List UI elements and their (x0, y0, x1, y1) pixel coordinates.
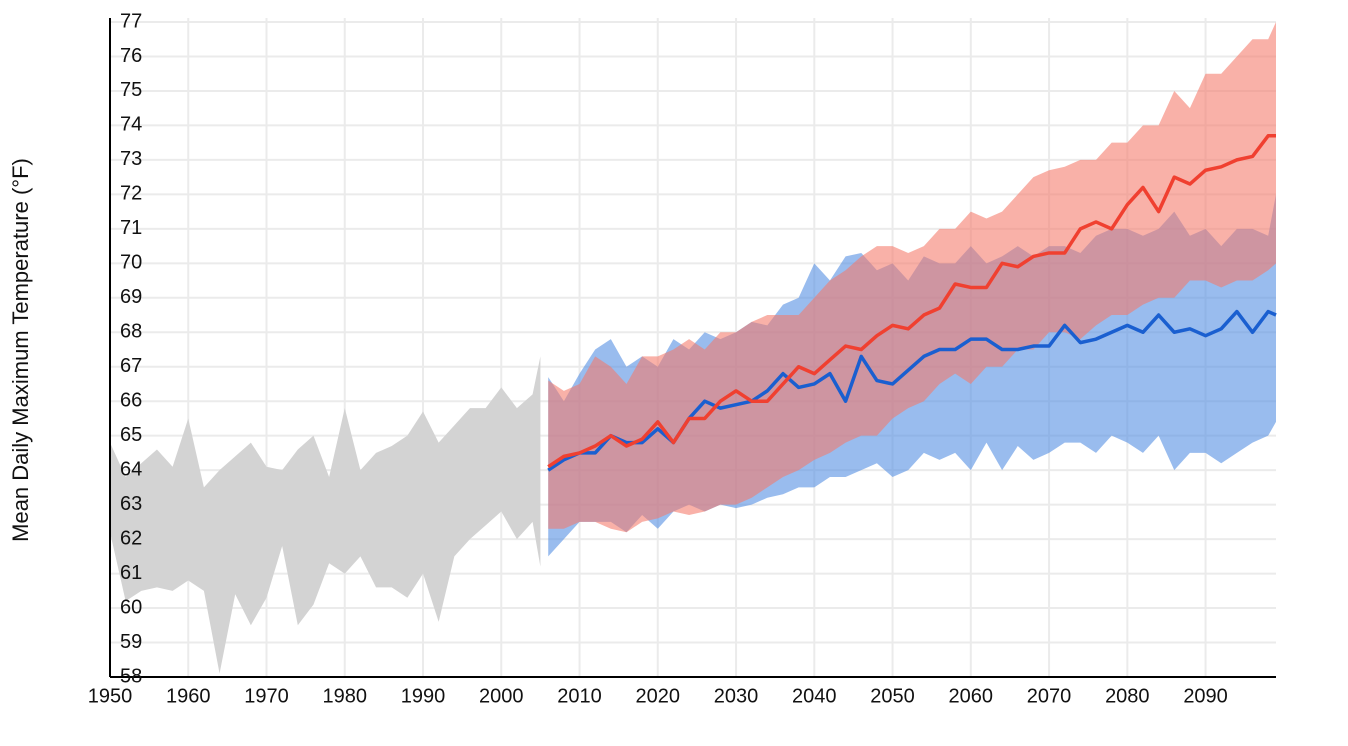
y-tick-label: 59 (120, 631, 142, 653)
x-tick-label: 1970 (244, 685, 289, 707)
range-band (110, 356, 541, 674)
x-tick-label: 2080 (1105, 685, 1150, 707)
y-tick-label: 63 (120, 493, 142, 515)
y-tick-label: 61 (120, 562, 142, 584)
y-tick-label: 69 (120, 286, 142, 308)
y-tick-label: 60 (120, 596, 142, 618)
y-tick-label: 66 (120, 389, 142, 411)
x-tick-label: 2020 (636, 685, 681, 707)
x-tick-label: 2000 (479, 685, 524, 707)
x-tick-label: 2040 (792, 685, 837, 707)
y-tick-label: 72 (120, 183, 142, 205)
y-tick-label: 67 (120, 355, 142, 377)
x-tick-label: 2050 (870, 685, 915, 707)
x-tick-label: 2060 (949, 685, 994, 707)
x-tick-label: 1990 (401, 685, 446, 707)
y-tick-label: 76 (120, 45, 142, 67)
x-tick-label: 2070 (1027, 685, 1072, 707)
y-tick-label: 73 (120, 148, 142, 170)
x-tick-label: 2030 (714, 685, 759, 707)
x-tick-label: 1950 (88, 685, 133, 707)
x-tick-label: 2010 (557, 685, 602, 707)
y-tick-label: 74 (120, 114, 142, 136)
x-tick-label: 1980 (323, 685, 368, 707)
y-tick-label: 58 (120, 665, 142, 687)
y-tick-label: 68 (120, 321, 142, 343)
y-tick-label: 70 (120, 252, 142, 274)
series-line (547, 134, 1276, 469)
y-tick-label: 75 (120, 79, 142, 101)
y-tick-label: 64 (120, 458, 142, 480)
x-tick-label: 1960 (166, 685, 211, 707)
y-tick-label: 71 (120, 217, 142, 239)
y-tick-label: 77 (120, 10, 142, 32)
y-tick-label: 62 (120, 527, 142, 549)
y-tick-label: 65 (120, 424, 142, 446)
x-tick-label: 2090 (1183, 685, 1228, 707)
y-axis-label: Mean Daily Maximum Temperature (°F) (8, 158, 33, 542)
